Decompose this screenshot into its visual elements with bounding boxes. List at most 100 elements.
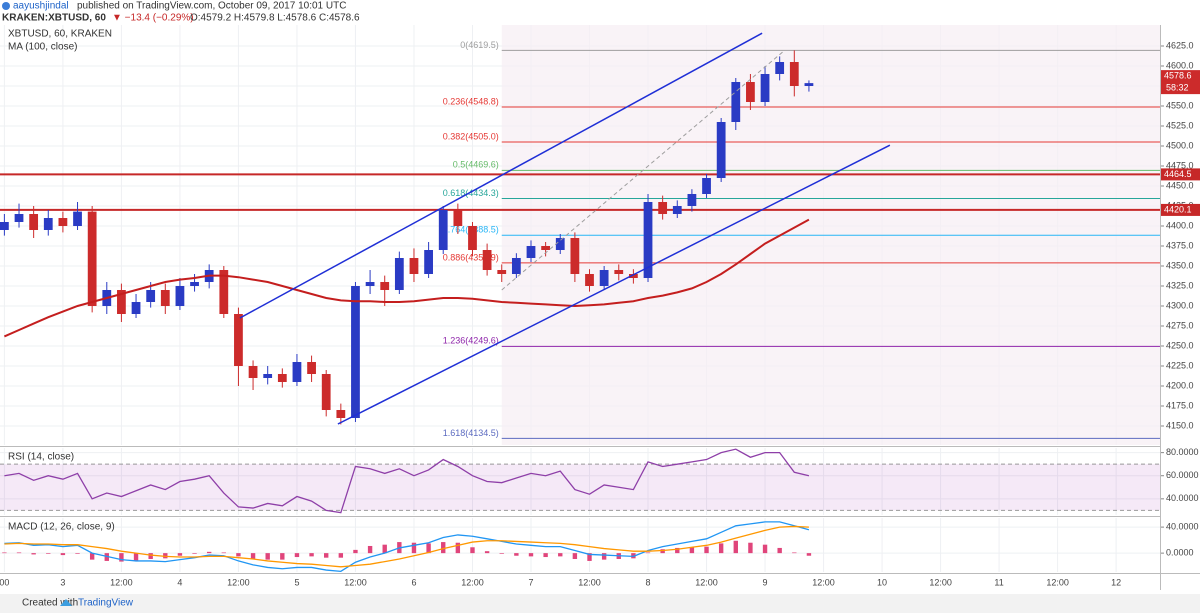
legend-entry: MA (100, close) xyxy=(8,42,77,53)
macd-histogram-bar xyxy=(733,540,738,554)
y-tick-label: 4150.0 xyxy=(1166,420,1194,430)
candle-body xyxy=(526,246,536,258)
candle-body xyxy=(789,62,799,86)
candle-body xyxy=(0,222,9,230)
candle-body xyxy=(277,374,287,382)
y-tick-label: 40.0000 xyxy=(1166,521,1199,531)
created-with: Created with xyxy=(22,598,78,609)
candle-body xyxy=(468,226,477,250)
candle-body xyxy=(658,202,668,214)
macd-histogram-bar xyxy=(514,553,519,556)
macd-histogram-bar xyxy=(338,553,344,558)
y-tick-label: 4625.0 xyxy=(1166,40,1194,50)
macd-histogram-bar xyxy=(367,545,373,554)
candle-body xyxy=(248,366,258,378)
y-tick-label: 4400.0 xyxy=(1166,220,1194,230)
x-tick-label: 4 xyxy=(177,577,182,587)
candle-body xyxy=(14,214,24,222)
candle-body xyxy=(702,178,711,194)
candle-body xyxy=(497,270,507,274)
x-tick-label: 12:00 xyxy=(344,577,367,587)
fib-label: 0.382(4505.0) xyxy=(443,131,499,141)
change: ▼ −13.4 (−0.29%) xyxy=(112,13,194,24)
candle-body xyxy=(43,218,53,230)
macd-histogram-bar xyxy=(89,553,95,560)
pane-title: MACD (12, 26, close, 9) xyxy=(8,522,115,533)
countdown: 58:32 xyxy=(1166,82,1189,92)
macd-histogram-bar xyxy=(689,547,695,554)
candle-body xyxy=(190,282,199,286)
macd-histogram-bar xyxy=(470,547,475,554)
macd-histogram-bar xyxy=(133,553,139,561)
candle-body xyxy=(482,250,492,270)
macd-histogram-bar xyxy=(748,542,753,554)
brand[interactable]: TradingView xyxy=(78,598,134,609)
macd-histogram-bar xyxy=(60,553,66,556)
plot-layer: 4150.04175.04200.04225.04250.04275.04300… xyxy=(0,25,1200,587)
ohlc: O:4579.2 H:4579.8 L:4578.6 C:4578.6 xyxy=(190,13,360,24)
y-tick-label: 4275.0 xyxy=(1166,320,1194,330)
trend-line xyxy=(337,144,891,425)
macd-histogram-bar xyxy=(426,543,431,554)
candle-body xyxy=(58,218,68,226)
x-tick-label: 12:00 xyxy=(812,577,835,587)
macd-histogram-bar xyxy=(382,544,387,554)
x-tick-label: 12 xyxy=(1111,577,1121,587)
macd-histogram-bar xyxy=(660,549,665,554)
candle-body xyxy=(672,206,682,214)
candle-body xyxy=(234,314,243,366)
candle-body xyxy=(746,82,755,102)
candle-body xyxy=(87,211,97,306)
x-tick-label: 12:00 xyxy=(227,577,250,587)
macd-histogram-bar xyxy=(528,553,534,557)
y-tick-label: 80.0000 xyxy=(1166,447,1199,457)
y-tick-label: 4225.0 xyxy=(1166,360,1194,370)
macd-histogram-bar xyxy=(206,551,212,554)
candle-body xyxy=(307,362,316,374)
x-tick-label: 12:00 xyxy=(578,577,601,587)
author[interactable]: aayushjindal xyxy=(13,1,69,12)
candle-body xyxy=(351,286,360,418)
candle-body xyxy=(775,62,785,74)
x-tick-label: 10 xyxy=(877,577,887,587)
pane-title: XBTUSD, 60, KRAKEN xyxy=(8,29,112,40)
price-axis-border xyxy=(1160,25,1161,590)
candle-body xyxy=(629,274,638,278)
macd-histogram-bar xyxy=(675,547,680,554)
macd-histogram-bar xyxy=(543,553,548,558)
symbol: KRAKEN:XBTUSD, 60 xyxy=(2,13,106,24)
price-tag-label: 4420.1 xyxy=(1164,204,1192,214)
rsi-band xyxy=(0,464,1160,511)
macd-histogram-bar xyxy=(16,552,22,554)
pane-title: RSI (14, close) xyxy=(8,452,74,463)
y-tick-label: 4350.0 xyxy=(1166,260,1194,270)
macd-histogram-bar xyxy=(441,542,446,554)
macd-histogram-bar xyxy=(792,552,797,554)
candle-body xyxy=(585,274,594,286)
macd-histogram-bar xyxy=(645,552,651,554)
candle-body xyxy=(424,250,433,274)
last-price-tag xyxy=(1161,70,1200,95)
y-tick-label: 4325.0 xyxy=(1166,280,1194,290)
y-tick-label: 4375.0 xyxy=(1166,240,1194,250)
macd-histogram-bar xyxy=(75,553,80,554)
published: published on TradingView.com, October 09… xyxy=(77,1,346,12)
macd-histogram-bar xyxy=(2,552,7,554)
macd-histogram-bar xyxy=(236,553,241,557)
macd-histogram-bar xyxy=(353,549,358,554)
price-tag xyxy=(1161,203,1200,216)
fib-label: 0(4619.5) xyxy=(460,40,499,50)
macd-histogram-bar xyxy=(411,542,417,554)
x-tick-label: 8 xyxy=(646,577,651,587)
candle-body xyxy=(321,374,331,410)
macd-histogram-bar xyxy=(777,547,782,554)
macd-histogram-bar xyxy=(31,553,36,555)
macd-histogram-bar xyxy=(265,553,270,560)
candle-body xyxy=(175,286,185,306)
macd-histogram-bar xyxy=(806,553,812,556)
y-tick-label: 40.0000 xyxy=(1166,493,1199,503)
y-tick-label: 4250.0 xyxy=(1166,340,1194,350)
y-tick-label: 4450.0 xyxy=(1166,180,1194,190)
candle-body xyxy=(804,83,814,86)
